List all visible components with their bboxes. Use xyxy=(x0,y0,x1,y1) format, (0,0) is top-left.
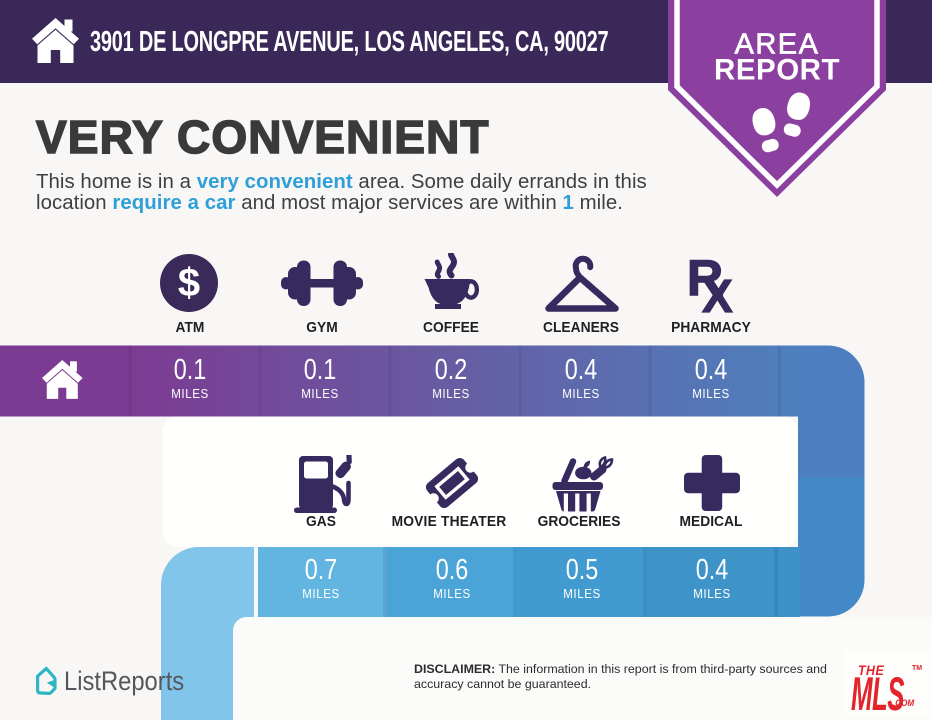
svg-text:REPORT: REPORT xyxy=(714,54,840,87)
svg-text:AREA: AREA xyxy=(735,29,820,61)
